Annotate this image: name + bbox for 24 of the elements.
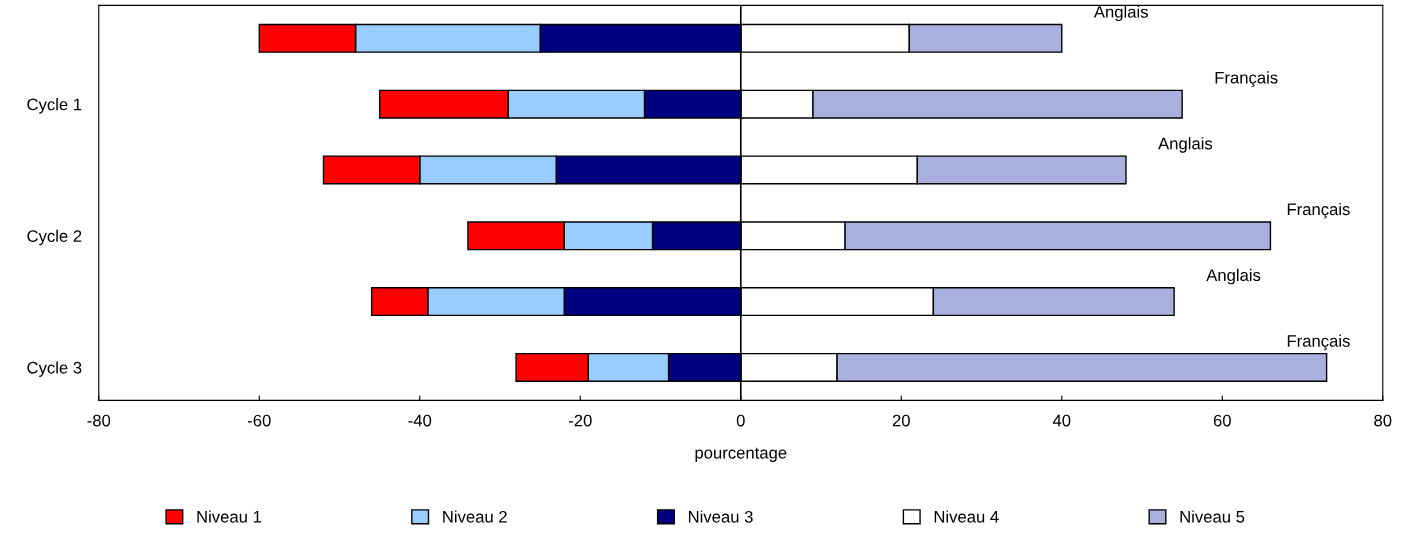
y-tick-label: Cycle 2 <box>27 229 82 246</box>
legend-label: Niveau 1 <box>197 510 262 523</box>
annotation: Anglais <box>1158 137 1213 153</box>
x-tick-label: 60 <box>1213 414 1231 427</box>
x-tick-label: 80 <box>1374 414 1392 427</box>
x-tick-label: 20 <box>892 414 910 427</box>
legend-label: Niveau 5 <box>1180 510 1245 523</box>
x-tick-label: 40 <box>1052 414 1071 427</box>
annotation: Anglais <box>1093 5 1148 22</box>
x-tick-label: -60 <box>247 414 271 427</box>
legend-label: Niveau 3 <box>688 510 753 523</box>
x-tick-label: -80 <box>87 414 111 427</box>
y-tick-label: Cycle 3 <box>27 361 82 377</box>
annotation: Français <box>1287 334 1350 351</box>
annotation: Français <box>1287 202 1350 219</box>
legend-label: Niveau 4 <box>934 510 999 523</box>
x-tick-label: -20 <box>568 414 592 427</box>
x-axis-title: pourcentage <box>695 447 787 462</box>
x-tick-label: 0 <box>736 414 745 427</box>
y-tick-label: Cycle 1 <box>27 98 82 114</box>
legend-label: Niveau 2 <box>443 510 507 523</box>
annotation: Français <box>1215 71 1278 87</box>
annotation: Anglais <box>1206 268 1261 285</box>
x-tick-label: -40 <box>408 414 432 427</box>
